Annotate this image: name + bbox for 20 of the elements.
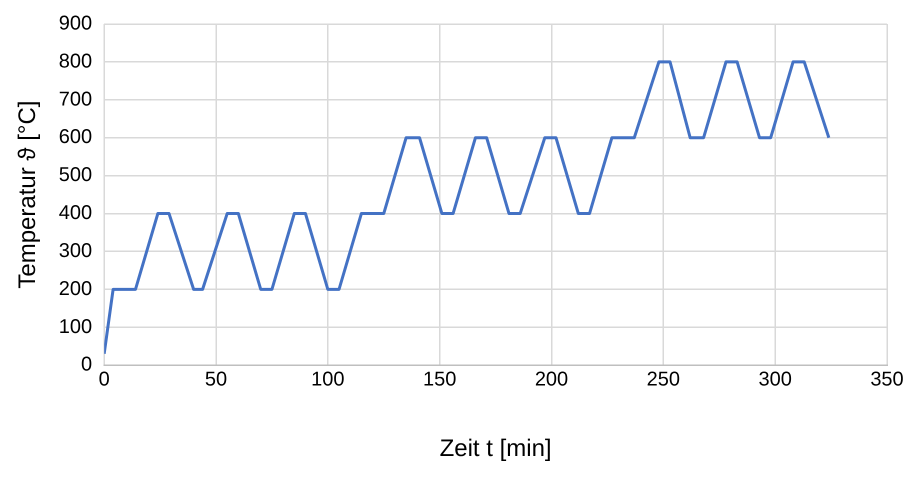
x-tick-label: 350: [870, 368, 904, 391]
x-tick-label: 250: [646, 368, 680, 391]
x-tick-label: 300: [758, 368, 792, 391]
y-tick-label: 100: [58, 316, 92, 338]
y-tick-label: 600: [58, 126, 92, 148]
x-tick-label: 100: [311, 368, 345, 391]
y-tick-label: 700: [58, 88, 92, 110]
y-tick-label: 900: [58, 12, 92, 35]
x-axis-title: Zeit t [min]: [440, 435, 552, 462]
y-tick-label: 400: [58, 202, 92, 224]
y-axis-title: Temperatur ϑ [°C]: [14, 100, 42, 289]
y-tick-label: 800: [58, 50, 92, 72]
x-tick-label: 50: [204, 368, 228, 391]
x-tick-label: 200: [534, 368, 568, 391]
y-tick-label: 200: [58, 278, 92, 300]
y-tick-label: 0: [81, 354, 92, 376]
x-tick-label: 150: [422, 368, 456, 391]
y-tick-label: 300: [58, 240, 92, 262]
x-tick-label: 0: [98, 368, 110, 391]
y-tick-label: 500: [58, 164, 92, 186]
